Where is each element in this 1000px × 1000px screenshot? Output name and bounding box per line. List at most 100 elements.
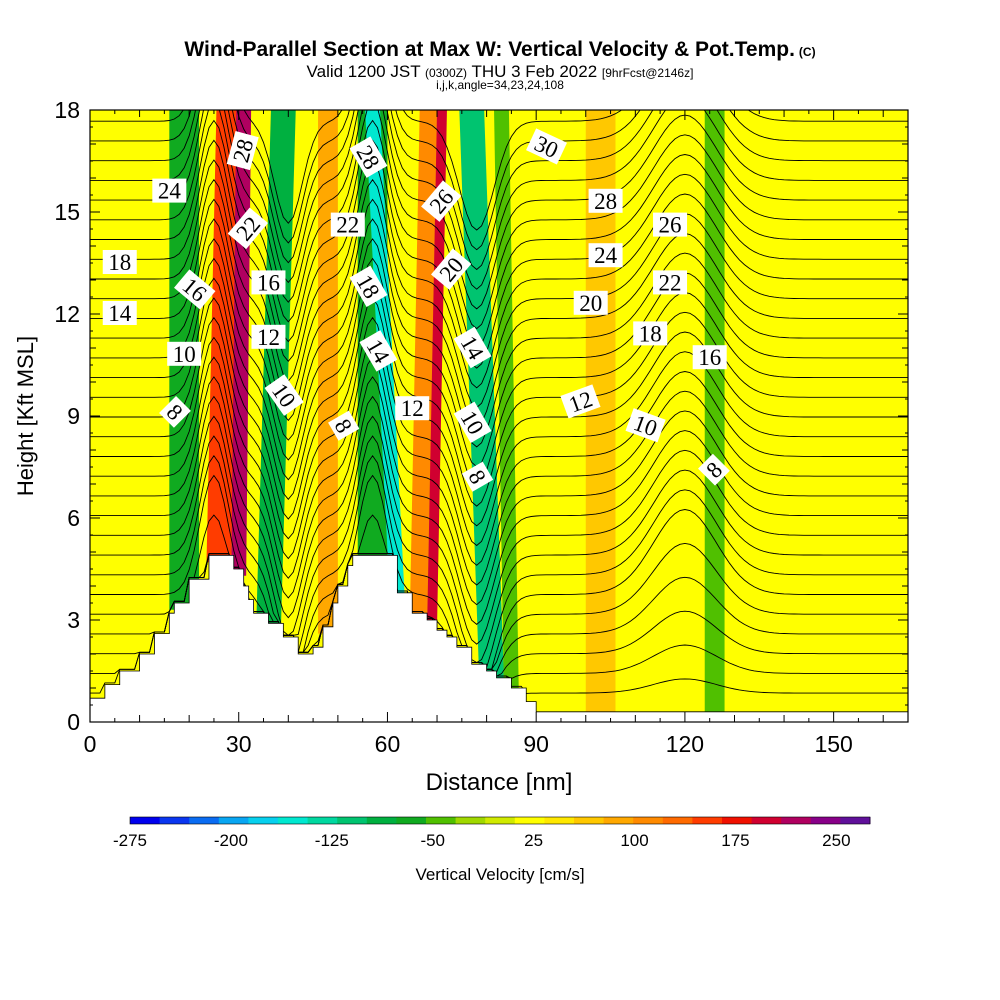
contour-label-text: 24 <box>594 243 618 268</box>
contour-label-box <box>653 212 688 237</box>
colorbar-swatch <box>603 817 634 824</box>
contour-label-box <box>653 270 688 295</box>
colorbar-swatch <box>751 817 782 824</box>
velocity-band <box>206 110 242 563</box>
colorbar-swatch <box>218 817 249 824</box>
y-axis: 0 3 6 9 12 15 18 Height [Kft MSL] <box>13 97 908 735</box>
y-tick-label: 3 <box>67 607 80 633</box>
velocity-band <box>427 110 447 627</box>
theta-contour-line <box>90 376 908 606</box>
terrain <box>89 555 909 723</box>
theta-contour-line <box>90 110 908 271</box>
contour-label: 26 <box>653 212 688 238</box>
contour-label: 18 <box>102 250 137 275</box>
contour-label-box <box>633 321 668 346</box>
colorbar-tick-label: 25 <box>524 831 543 850</box>
contour-label: 24 <box>588 243 623 268</box>
theta-contour-line <box>90 474 908 670</box>
colorbar-swatch <box>485 817 516 824</box>
contour-label-box <box>102 301 137 325</box>
x-tick-label: 150 <box>814 731 852 757</box>
colorbar-swatch <box>455 817 486 824</box>
colorbar-tick-label: 250 <box>822 831 850 850</box>
theta-contours <box>90 110 908 694</box>
contour-label-box <box>226 131 259 171</box>
contour-label: 24 <box>152 178 187 204</box>
theta-contour-line <box>90 336 908 566</box>
contour-label-box <box>560 384 601 419</box>
chart-title: Wind-Parallel Section at Max W: Vertical… <box>184 38 816 61</box>
y-tick-label: 12 <box>54 301 80 327</box>
colorbar-tick-label: -275 <box>113 831 147 850</box>
theta-contour-line <box>90 119 908 349</box>
contour-label-box <box>152 178 187 203</box>
contour-label: 28 <box>226 131 259 171</box>
contour-label-text: 24 <box>158 179 182 204</box>
contour-label-box <box>264 374 304 416</box>
y-tick-label: 6 <box>67 505 80 531</box>
y-tick-label: 18 <box>54 97 80 123</box>
contour-label: 12 <box>395 396 430 421</box>
theta-contour-line <box>90 356 908 586</box>
colorbar-swatch <box>189 817 220 824</box>
colorbar-tick-label: 100 <box>620 831 648 850</box>
theta-contour-line <box>90 553 908 673</box>
colorbar-swatch <box>514 817 545 824</box>
x-axis-label: Distance [nm] <box>426 769 573 796</box>
contour-label-box <box>421 180 462 222</box>
contour-label: 18 <box>633 321 668 346</box>
colorbar-swatch <box>722 817 753 824</box>
colorbar-label: Vertical Velocity [cm/s] <box>415 865 584 884</box>
contour-label-box <box>453 401 492 444</box>
velocity-band <box>704 110 725 719</box>
theta-contour-line <box>90 110 908 310</box>
contour-label-text: 28 <box>594 189 617 214</box>
contour-label-box <box>395 396 430 421</box>
theta-contour-line <box>90 415 908 645</box>
x-tick-label: 30 <box>226 731 252 757</box>
theta-contour-line <box>90 297 908 527</box>
valid-date: THU 3 Feb 2022 <box>471 62 598 81</box>
theta-contour-line <box>90 110 908 290</box>
y-axis-label: Height [Kft MSL] <box>13 336 38 496</box>
theta-contour-line <box>90 139 908 369</box>
velocity-band <box>318 110 338 634</box>
colorbar-swatch <box>396 817 427 824</box>
contour-label-text: 12 <box>401 396 424 421</box>
contour-label-box <box>431 248 472 290</box>
contour-label: 8 <box>328 410 360 441</box>
x-tick-label: 90 <box>523 731 549 757</box>
theta-contour-line <box>90 435 908 664</box>
colorbar-swatch <box>307 817 338 824</box>
colorbar-swatch <box>692 817 723 824</box>
valid-time: Valid 1200 JST <box>306 62 421 81</box>
colorbar-swatch <box>248 817 279 824</box>
contour-label-box <box>698 453 730 486</box>
contour-label-box <box>625 408 666 443</box>
theta-contour-line <box>90 455 908 669</box>
colorbar-swatch <box>633 817 664 824</box>
contour-label-box <box>461 461 494 492</box>
theta-contour-line <box>90 110 908 251</box>
chart-subtitle: Valid 1200 JST (0300Z) THU 3 Feb 2022 [9… <box>0 62 1000 82</box>
copyright-mark: (C) <box>798 45 816 59</box>
contour-label: 20 <box>431 248 472 290</box>
theta-contour-line <box>90 514 908 670</box>
contour-label-box <box>102 250 137 274</box>
contour-label-box <box>174 269 216 310</box>
colorbar-swatch <box>278 817 309 824</box>
contour-label-text: 18 <box>108 250 131 275</box>
contour-label-text: 10 <box>173 342 196 367</box>
contour-label-text: 22 <box>336 213 359 238</box>
x-tick-label: 120 <box>666 731 704 757</box>
theta-contour-line <box>90 316 908 547</box>
theta-contour-line <box>90 198 908 428</box>
x-tick-label: 60 <box>375 731 401 757</box>
contour-label-box <box>227 207 268 250</box>
contour-label-text: 26 <box>659 213 682 238</box>
contour-label: 8 <box>461 461 494 492</box>
colorbar-swatch <box>337 817 368 824</box>
contour-label-text: 14 <box>108 301 132 326</box>
contour-labels: 2418141610828221612108222818141226201410… <box>102 128 730 492</box>
